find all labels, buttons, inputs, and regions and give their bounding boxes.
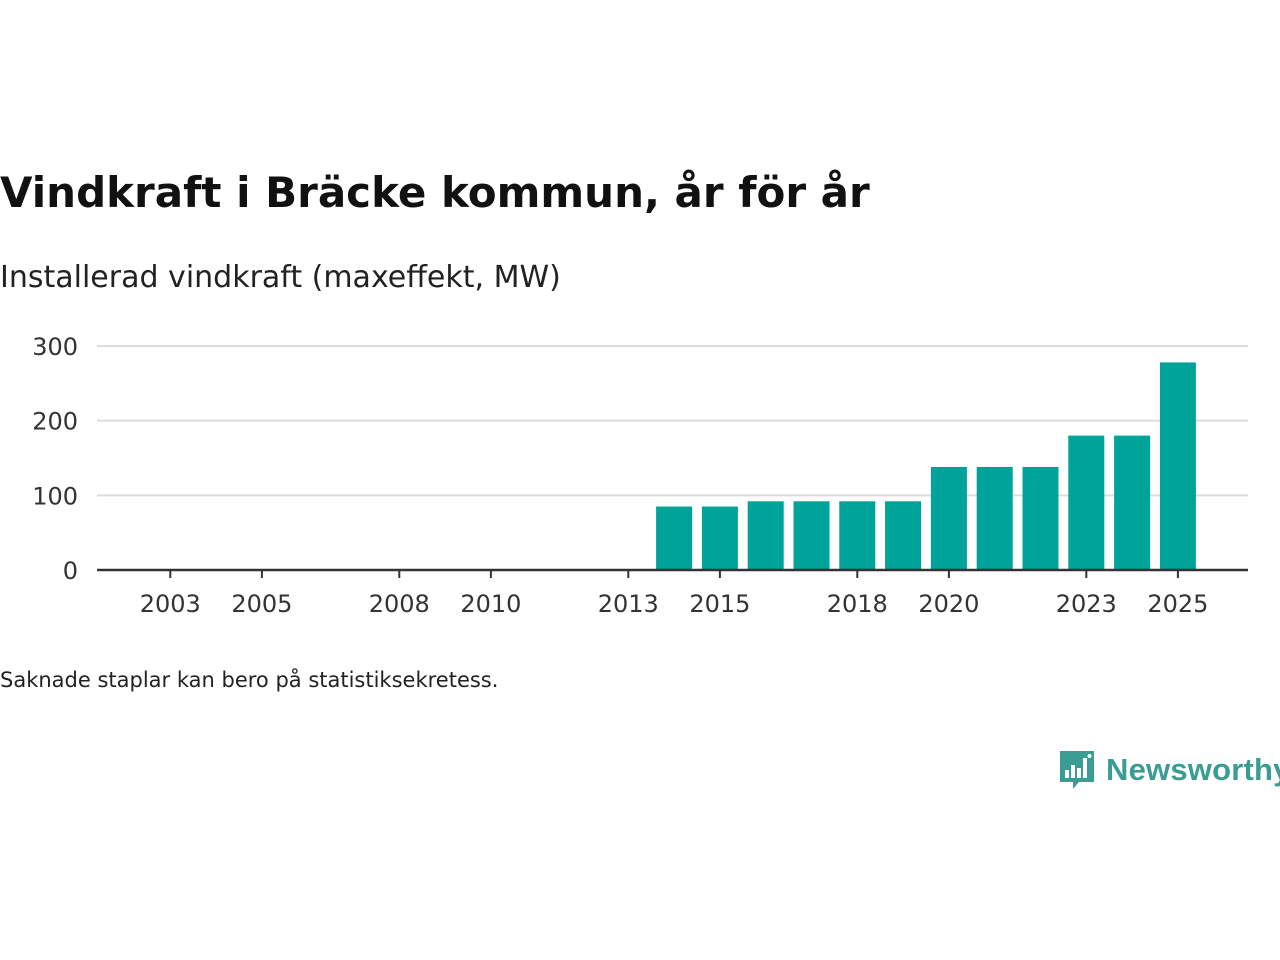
bar-2017	[793, 501, 830, 570]
x-tick-label-2008: 2008	[369, 590, 430, 618]
bar-2024	[1114, 435, 1151, 570]
x-tick-label-2010: 2010	[460, 590, 521, 618]
y-tick-label-100: 100	[32, 482, 78, 510]
bar-2021	[976, 466, 1013, 570]
bar-2014	[656, 506, 693, 570]
bar-chart-speech-bubble-icon	[1060, 751, 1094, 789]
x-tick-label-2003: 2003	[140, 590, 201, 618]
x-tick-label-2020: 2020	[918, 590, 979, 618]
brand-name: Newsworthy	[1106, 752, 1280, 787]
y-tick-label-0: 0	[63, 557, 78, 585]
x-tick-label-2013: 2013	[598, 590, 659, 618]
x-tick-label-2023: 2023	[1056, 590, 1117, 618]
x-tick-label-2018: 2018	[827, 590, 888, 618]
bar-2025	[1159, 362, 1196, 570]
bar-2018	[839, 501, 876, 570]
bar-2020	[930, 466, 967, 570]
y-tick-label-200: 200	[32, 408, 78, 436]
x-tick-label-2005: 2005	[231, 590, 292, 618]
newsworthy-logo: Newsworthy	[1058, 748, 1280, 792]
bar-chart: 0 100 200 300 2003 2005 2008 2010 2013 2015 2018 20…	[32, 333, 1248, 618]
bar-2016	[747, 501, 784, 570]
y-tick-label-300: 300	[32, 333, 78, 361]
bars	[656, 362, 1196, 570]
x-tick-label-2025: 2025	[1147, 590, 1208, 618]
x-tick-label-2015: 2015	[689, 590, 750, 618]
chart-title: Vindkraft i Bräcke kommun, år för år	[0, 168, 870, 217]
bar-2019	[885, 501, 922, 570]
chart-subtitle: Installerad vindkraft (maxeffekt, MW)	[0, 260, 561, 295]
footnote: Saknade staplar kan bero på statistiksek…	[0, 668, 499, 692]
bar-2015	[701, 506, 738, 570]
bar-2023	[1068, 435, 1105, 570]
axes: 0 100 200 300 2003 2005 2008 2010 2013 2015 2018 20…	[32, 333, 1248, 618]
bar-2022	[1022, 466, 1059, 570]
